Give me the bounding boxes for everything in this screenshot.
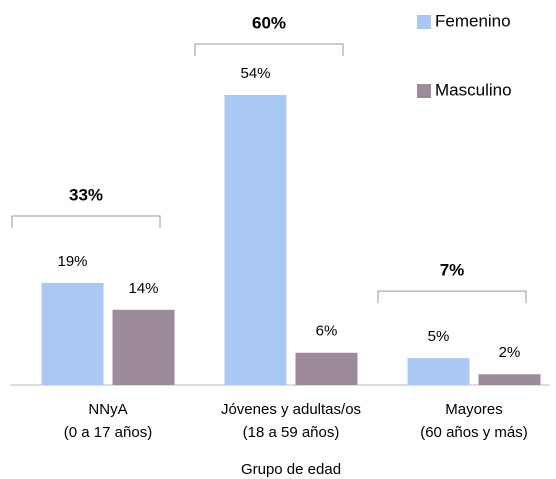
group-total: 60% — [252, 13, 286, 32]
data-label: 6% — [316, 323, 338, 340]
x-tick-label: Jóvenes y adultas/os — [221, 401, 361, 418]
bar — [41, 282, 104, 385]
data-label: 19% — [57, 253, 87, 270]
x-tick-label: (60 años y más) — [420, 424, 528, 441]
bar — [224, 95, 287, 385]
bar — [407, 358, 470, 385]
x-axis-label: Grupo de edad — [241, 461, 341, 478]
legend-label: Femenino — [435, 11, 511, 30]
data-label: 54% — [240, 65, 270, 82]
data-label: 14% — [128, 280, 158, 297]
group-bracket — [194, 43, 344, 56]
group-total: 33% — [69, 185, 103, 204]
x-tick-label: (0 a 17 años) — [64, 424, 152, 441]
data-label: 5% — [428, 328, 450, 345]
legend-swatch — [417, 84, 431, 98]
x-tick-label: NNyA — [88, 401, 127, 418]
bar — [112, 309, 175, 385]
data-label: 2% — [499, 344, 521, 361]
group-bracket — [11, 215, 161, 228]
bar — [295, 352, 358, 385]
bar — [478, 374, 541, 385]
x-tick-label: Mayores — [445, 401, 503, 418]
legend-label: Masculino — [435, 80, 512, 99]
group-total: 7% — [440, 261, 465, 280]
x-tick-label: (18 a 59 años) — [243, 424, 340, 441]
legend-swatch — [417, 15, 431, 29]
group-bracket — [377, 290, 527, 304]
